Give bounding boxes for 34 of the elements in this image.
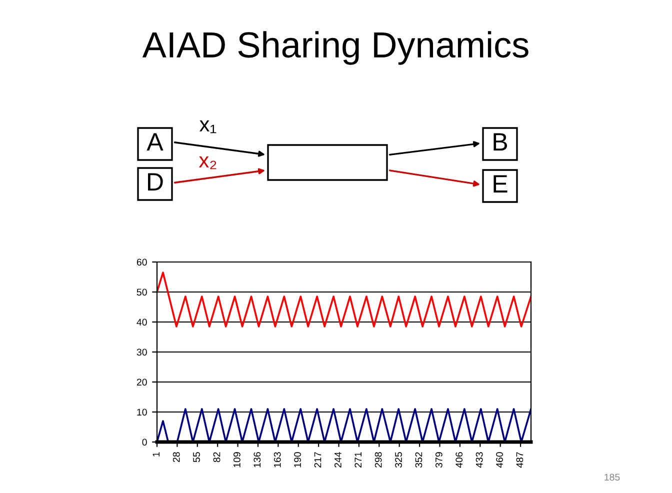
text: E (494, 175, 508, 192)
text: A (146, 133, 164, 150)
x-tick-label: 190 (294, 452, 301, 468)
x-tick-label: 1 (152, 452, 160, 456)
x-tick-label: 55 (193, 452, 200, 462)
x-tick-label: 163 (274, 452, 281, 468)
x-tick-label: 487 (516, 452, 524, 468)
y-tick-label: 10 (137, 408, 147, 416)
x-tick-label: 379 (435, 452, 442, 468)
x-tick-label: 298 (374, 452, 382, 468)
x-tick-label: 136 (254, 452, 261, 468)
x-tick-label: 82 (213, 452, 220, 462)
text: x₂ (198, 156, 216, 170)
x-tick-label: 28 (172, 452, 180, 462)
y-tick-label: 40 (136, 318, 147, 326)
text: B (494, 133, 508, 150)
x-tick-label: 271 (354, 452, 362, 468)
y-tick-label: 50 (136, 288, 147, 296)
y-tick-label: 30 (136, 348, 147, 356)
x-tick-label: 109 (234, 452, 240, 468)
x-tick-label: 244 (334, 452, 342, 468)
y-tick-label: 60 (136, 258, 147, 266)
text: D (148, 173, 163, 190)
x-tick-label: 433 (476, 452, 483, 468)
x-tick-label: 217 (314, 452, 322, 468)
text: 185 (604, 474, 620, 481)
y-tick-label: 0 (142, 438, 147, 446)
chart-title: AIAD Sharing Dynamics (142, 31, 528, 65)
x-tick-label: 325 (395, 452, 402, 468)
text: x₁ (200, 120, 216, 134)
x-tick-label: 460 (496, 452, 503, 468)
y-tick-label: 20 (136, 378, 147, 386)
x-tick-label: 406 (456, 452, 463, 468)
x-tick-label: 352 (415, 452, 422, 468)
